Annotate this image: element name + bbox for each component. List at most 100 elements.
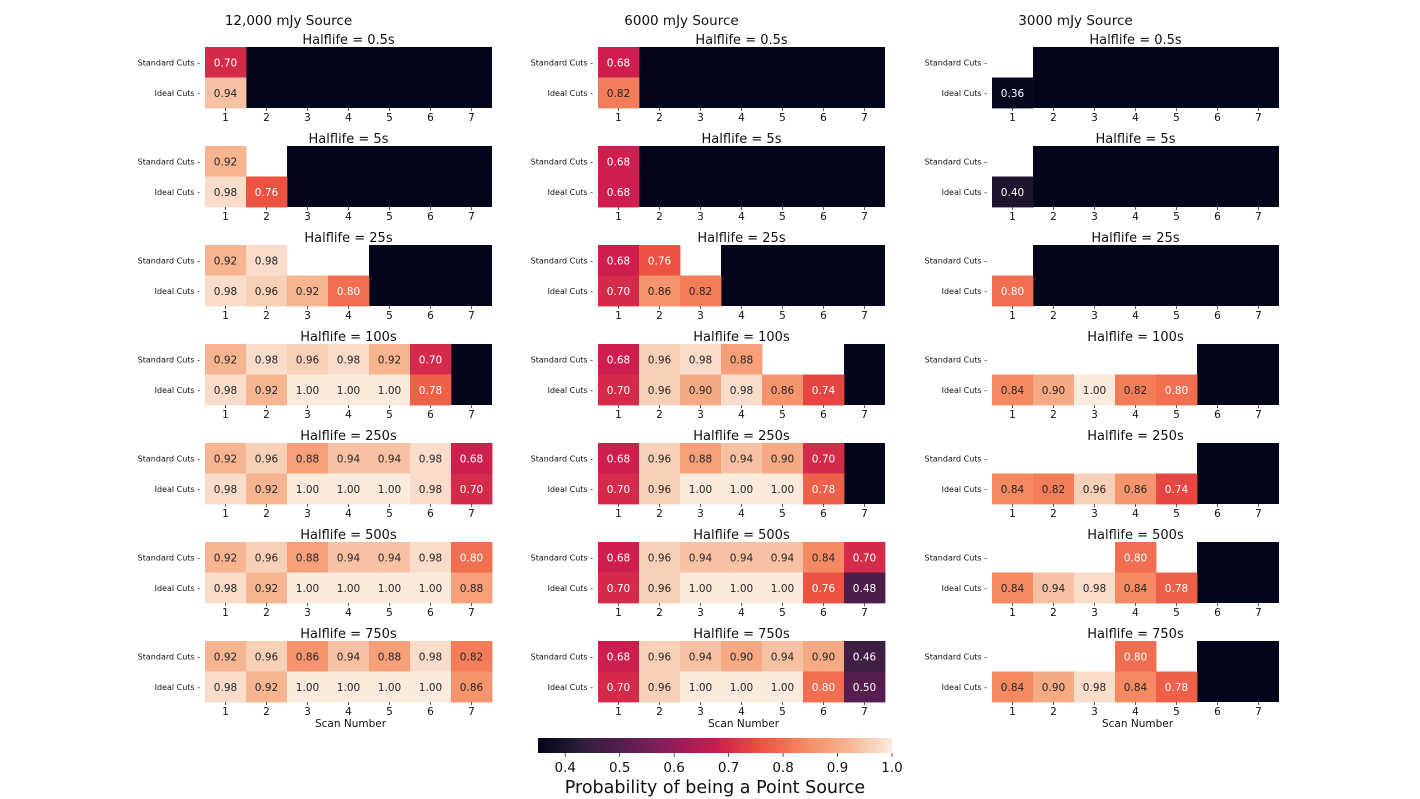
cell-value-label: 1.00 — [378, 484, 401, 496]
column-title: 12,000 mJy Source — [225, 13, 352, 29]
cell-value-label: 0.50 — [853, 682, 876, 694]
heatmap-cell — [639, 542, 681, 573]
cell-value-label: 0.40 — [1001, 187, 1024, 199]
heatmap-cell — [369, 473, 411, 505]
heatmap-cell — [803, 671, 845, 703]
cell-value-label: 0.70 — [607, 583, 630, 595]
no-data-region — [287, 146, 492, 207]
x-tick-label: 5 — [1173, 706, 1180, 718]
row-label: Standard Cuts - — [925, 58, 987, 67]
cell-value-label: 0.90 — [812, 651, 835, 663]
row-label: Standard Cuts - — [531, 58, 593, 67]
cell-value-label: 1.00 — [378, 385, 401, 397]
x-tick-label: 3 — [1091, 508, 1098, 520]
heatmap-cell — [246, 572, 288, 604]
x-tick-label: 1 — [222, 607, 229, 619]
heatmap-cell — [369, 671, 411, 703]
heatmap-cell — [205, 47, 247, 78]
cell-value-label: 0.92 — [214, 651, 237, 663]
heatmap-cell — [762, 542, 804, 573]
x-tick-label: 7 — [468, 409, 475, 421]
cell-value-label: 0.98 — [255, 255, 278, 267]
x-tick-label: 6 — [427, 409, 434, 421]
x-tick-label: 5 — [386, 607, 393, 619]
cell-value-label: 0.68 — [607, 255, 630, 267]
panel-column: 6000 mJy Source Halflife = 0.5s 0.68 Standa… — [531, 13, 886, 730]
x-tick-label: 4 — [738, 112, 745, 124]
heatmap-cell — [205, 671, 247, 703]
cell-value-label: 0.68 — [607, 354, 630, 366]
cell-value-label: 0.70 — [812, 453, 835, 465]
heatmap-cell — [205, 245, 247, 276]
cell-value-label: 1.00 — [419, 583, 442, 595]
no-data-region — [369, 245, 492, 306]
cell-value-label: 0.90 — [689, 385, 712, 397]
x-tick-label: 2 — [1050, 409, 1057, 421]
cell-value-label: 0.96 — [648, 354, 672, 366]
cell-value-label: 0.90 — [1042, 385, 1065, 397]
x-tick-label: 2 — [1050, 706, 1057, 718]
cell-value-label: 0.70 — [419, 354, 442, 366]
row-label: Standard Cuts - — [531, 256, 593, 265]
heatmap-cell — [451, 542, 493, 573]
cell-value-label: 1.00 — [689, 583, 712, 595]
row-label: Ideal Cuts - — [155, 188, 201, 197]
heatmap-cell — [1156, 572, 1198, 604]
cell-value-label: 0.98 — [214, 187, 237, 199]
colorbar: 0.4 0.5 0.6 0.7 0.8 0.9 1.0 Probability of bein… — [538, 738, 903, 798]
column-title: 6000 mJy Source — [624, 13, 738, 29]
panel-title: Halflife = 250s — [693, 429, 790, 444]
heatmap-cell — [287, 572, 329, 604]
heatmap-cell — [598, 344, 640, 375]
row-label: Ideal Cuts - — [942, 386, 988, 395]
heatmap-cell — [639, 572, 681, 604]
heatmap-cell — [451, 572, 493, 604]
heatmap-cell — [246, 374, 288, 406]
row-label: Ideal Cuts - — [942, 485, 988, 494]
cell-value-label: 0.98 — [214, 286, 237, 298]
x-tick-label: 5 — [386, 112, 393, 124]
x-tick-label: 4 — [1132, 508, 1139, 520]
cell-value-label: 1.00 — [296, 484, 319, 496]
x-tick-label: 7 — [468, 211, 475, 223]
cell-value-label: 0.92 — [214, 552, 237, 564]
row-label: Ideal Cuts - — [155, 89, 201, 98]
x-tick-label: 1 — [615, 706, 622, 718]
heatmap-cell — [598, 245, 640, 276]
heatmap-cell — [680, 671, 722, 703]
x-tick-label: 3 — [304, 706, 311, 718]
heatmap-cell — [598, 176, 640, 208]
heatmap-panel: Halflife = 500s 0.68 0.96 0.94 0.94 0.94 0.84 0… — [531, 528, 886, 619]
cell-value-label: 0.96 — [255, 453, 279, 465]
heatmap-cell — [328, 374, 370, 406]
cell-value-label: 0.92 — [214, 453, 237, 465]
cell-value-label: 1.00 — [337, 583, 360, 595]
heatmap-cell — [598, 671, 640, 703]
cell-value-label: 1.00 — [378, 583, 401, 595]
x-tick-label: 1 — [1009, 211, 1016, 223]
no-data-region — [1033, 47, 1279, 108]
x-tick-label: 4 — [1132, 211, 1139, 223]
x-tick-label: 4 — [1132, 112, 1139, 124]
cell-value-label: 0.88 — [689, 453, 712, 465]
cell-value-label: 1.00 — [337, 682, 360, 694]
cell-value-label: 0.80 — [337, 286, 360, 298]
heatmap-cell — [762, 641, 804, 672]
x-tick-label: 5 — [1173, 211, 1180, 223]
x-tick-label: 3 — [697, 607, 704, 619]
heatmap-cell — [992, 572, 1034, 604]
cell-value-label: 0.96 — [648, 484, 672, 496]
cell-value-label: 0.96 — [296, 354, 320, 366]
heatmap-cell — [451, 641, 493, 672]
heatmap-cell — [328, 572, 370, 604]
heatmap-panel: Halflife = 100s 0.68 0.96 0.98 0.88 Standard … — [531, 330, 885, 421]
heatmap-cell — [1074, 572, 1116, 604]
cell-value-label: 0.90 — [1042, 682, 1065, 694]
cell-value-label: 0.86 — [771, 385, 795, 397]
heatmap-cell — [287, 542, 329, 573]
x-tick-label: 3 — [304, 310, 311, 322]
x-tick-label: 2 — [656, 607, 663, 619]
heatmap-cell — [246, 344, 288, 375]
cell-value-label: 0.94 — [730, 453, 754, 465]
cell-value-label: 0.96 — [1083, 484, 1107, 496]
